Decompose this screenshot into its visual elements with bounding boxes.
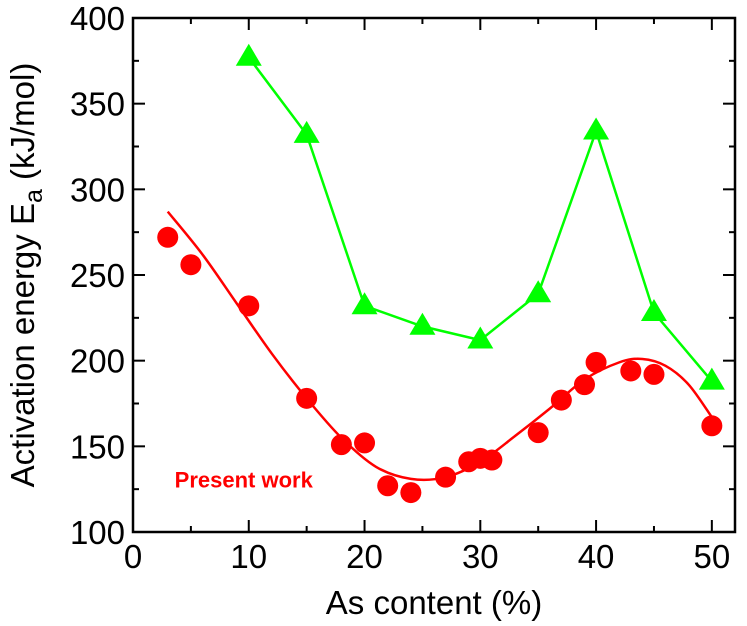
plot-series bbox=[157, 43, 725, 504]
triangle-point bbox=[640, 299, 667, 322]
series-0 bbox=[235, 43, 725, 390]
circle-point bbox=[180, 254, 202, 276]
present-work-annotation: Present work bbox=[175, 467, 314, 492]
circle-point bbox=[400, 482, 422, 504]
circle-point bbox=[377, 475, 399, 497]
y-tick-label: 400 bbox=[70, 0, 125, 37]
x-axis-label: As content (%) bbox=[326, 584, 542, 621]
circle-point bbox=[481, 449, 503, 471]
x-tick-label: 40 bbox=[578, 538, 615, 575]
y-tick-label: 350 bbox=[70, 86, 125, 123]
circle-point bbox=[620, 360, 642, 382]
axis-ticks: 0 10 20 30 40 50 100 150 200 250 300 350 400 bbox=[70, 0, 735, 575]
circle-point bbox=[574, 374, 595, 396]
circle-point bbox=[157, 226, 179, 248]
series-2 bbox=[166, 210, 713, 482]
circle-point bbox=[527, 422, 549, 444]
triangle-point bbox=[467, 326, 494, 349]
fit-curve bbox=[166, 210, 713, 482]
triangle-point bbox=[525, 280, 552, 303]
triangle-point bbox=[293, 120, 320, 143]
circle-point bbox=[701, 415, 723, 437]
x-tick-label: 20 bbox=[346, 538, 383, 575]
y-axis-label-subscript: a bbox=[20, 189, 48, 203]
circle-point bbox=[354, 432, 376, 454]
y-tick-label: 300 bbox=[70, 171, 125, 208]
triangle-point bbox=[698, 367, 725, 390]
y-tick-label: 100 bbox=[70, 514, 125, 551]
x-tick-label: 10 bbox=[230, 538, 267, 575]
triangle-point bbox=[409, 312, 436, 335]
circle-point bbox=[585, 351, 607, 373]
y-axis-label-unit: (kJ/mol) bbox=[4, 63, 41, 190]
y-axis-label-main: Activation energy E bbox=[4, 203, 41, 487]
plot-frame bbox=[131, 16, 737, 534]
y-tick-label: 250 bbox=[70, 257, 125, 294]
circle-point bbox=[643, 363, 665, 385]
y-tick-label: 150 bbox=[70, 428, 125, 465]
triangle-point bbox=[351, 292, 378, 315]
triangle-point bbox=[583, 117, 610, 140]
series-1 bbox=[157, 226, 723, 504]
x-tick-label: 0 bbox=[124, 538, 142, 575]
x-tick-label: 50 bbox=[693, 538, 730, 575]
x-tick-label: 30 bbox=[462, 538, 499, 575]
triangle-point bbox=[235, 43, 262, 66]
circle-point bbox=[238, 295, 260, 317]
y-axis-label: Activation energy Ea (kJ/mol) bbox=[4, 63, 48, 488]
y-tick-label: 200 bbox=[70, 343, 125, 380]
circle-point bbox=[330, 434, 352, 456]
